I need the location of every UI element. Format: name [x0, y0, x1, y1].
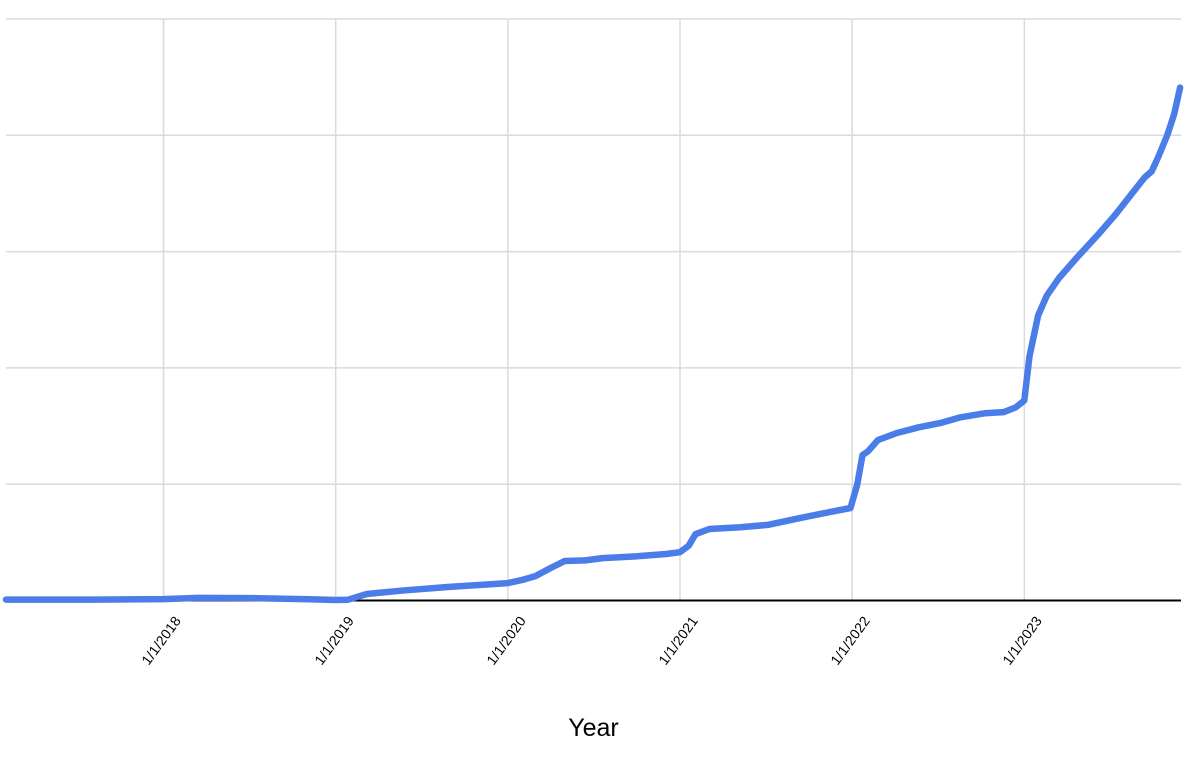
data-line-series: [2, 84, 1184, 604]
x-axis-title: Year: [568, 714, 619, 742]
